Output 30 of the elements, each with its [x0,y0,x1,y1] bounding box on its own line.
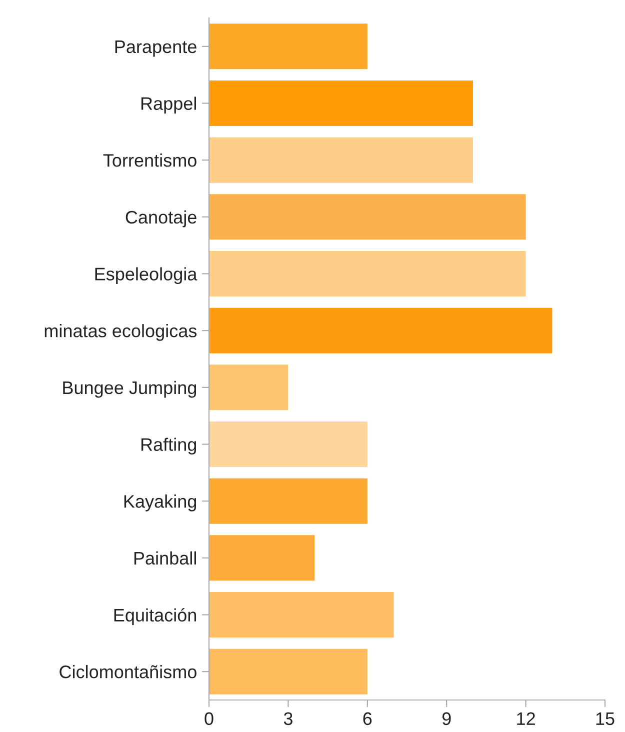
y-tick-label: Torrentismo [103,154,196,167]
x-tick-label: 9 [442,712,451,726]
bar [209,592,394,638]
y-tick-label: Equitación [114,608,196,626]
x-tick-label: 12 [517,712,535,725]
x-tick-label: 0 [204,712,214,726]
y-tick-label: Ciclomontañismo [60,665,196,678]
bar [209,364,288,410]
x-tick-label: 3 [284,712,292,726]
y-tick-label: Bungee Jumping [63,380,196,398]
y-tick-label: Kayaking [124,494,196,512]
x-tick-label: 6 [363,712,372,726]
y-tick-label: Canotaje [126,210,196,228]
bar [209,478,368,524]
bar [209,137,473,183]
bar [209,24,368,70]
bar [209,648,368,694]
bar [209,194,526,240]
bar [209,535,315,581]
y-tick-label: Painball [134,551,196,565]
y-tick-label: Rappel [141,96,196,114]
bar [209,308,552,354]
y-tick-label: Rafting [141,438,196,455]
bar [209,251,526,296]
y-tick-label: Espeleologia [95,267,198,284]
bar [209,80,473,126]
y-tick-label: Parapente [115,40,196,57]
bar [209,422,368,467]
x-tick-label: 15 [596,712,614,726]
y-tick-label: minatas ecologicas [44,324,197,341]
